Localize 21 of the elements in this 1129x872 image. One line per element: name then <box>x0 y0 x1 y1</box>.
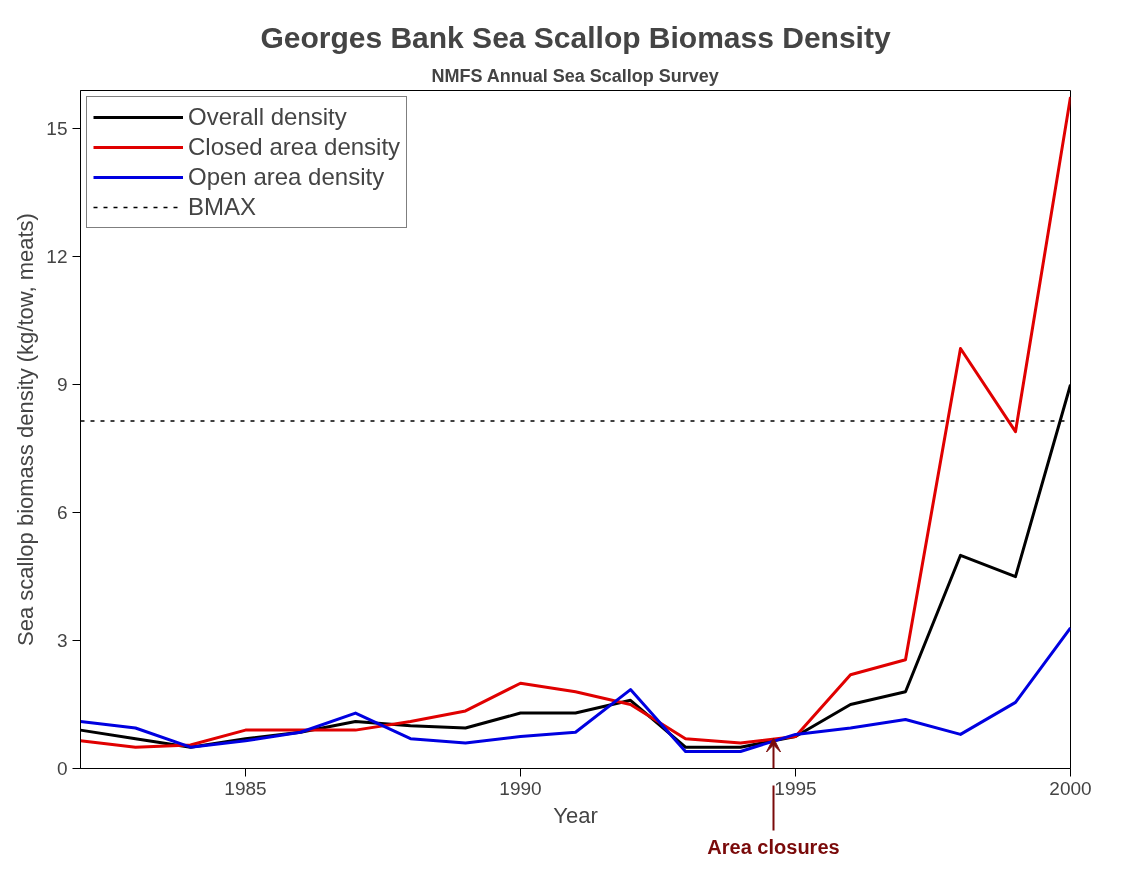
text: Area closures <box>707 835 840 858</box>
x-tick-label: 2000 <box>1049 777 1092 799</box>
y-tick-label: 0 <box>56 758 68 779</box>
line-series <box>80 626 1071 753</box>
x-tick-label: 1995 <box>774 777 817 799</box>
legend-label: BMAX <box>188 193 257 221</box>
x-tick-label: 1990 <box>499 777 542 799</box>
line-series <box>80 95 1071 749</box>
legend-label: Overall density <box>188 103 347 131</box>
chart-subtitle: NMFS Annual Sea Scallop Survey <box>431 65 719 86</box>
y-tick-label: 9 <box>56 374 68 396</box>
y-tick-label: 15 <box>46 118 68 140</box>
y-tick-label: 6 <box>56 502 68 524</box>
y-axis-title: Sea scallop biomass density (kg/tow, meats) <box>13 213 39 646</box>
y-tick-label: 12 <box>46 246 68 268</box>
y-tick-label: 3 <box>56 630 68 652</box>
x-axis-title: Year <box>553 802 598 828</box>
legend-label: Closed area density <box>188 133 401 161</box>
x-tick-label: 1985 <box>224 777 267 799</box>
legend-label: Open area density <box>188 163 385 191</box>
chart-title: Georges Bank Sea Scallop Biomass Density <box>260 20 891 54</box>
